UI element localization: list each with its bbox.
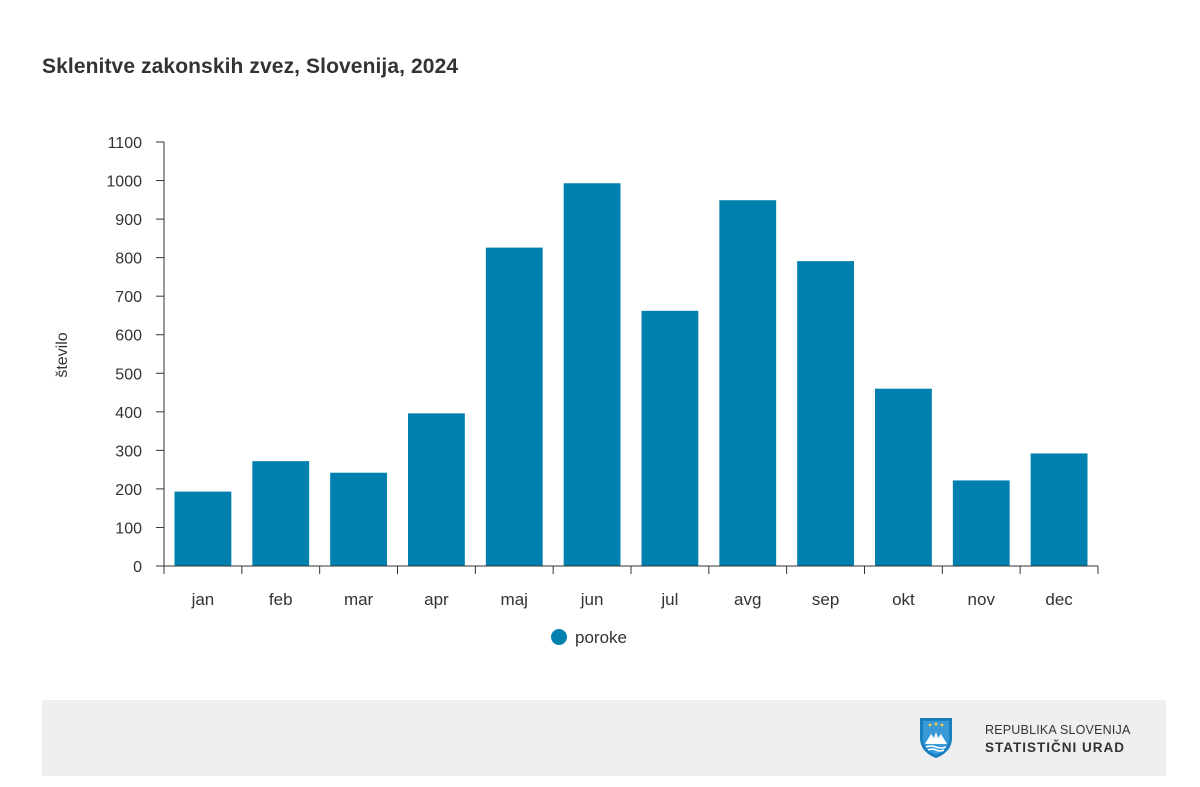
y-tick-label: 800 [115,251,142,268]
x-tick-label: nov [968,590,996,609]
logo-text: REPUBLIKA SLOVENIJA STATISTIČNI URAD [985,722,1131,756]
x-tick-label: jan [191,590,215,609]
logo-line-statisticni-urad: STATISTIČNI URAD [985,740,1125,755]
y-axis-label: število [54,332,71,377]
y-tick-label: 400 [115,405,142,422]
bar-jul[interactable] [641,310,699,566]
x-tick-label: sep [812,590,839,609]
y-tick-label: 700 [115,289,142,306]
bar-okt[interactable] [875,388,932,566]
y-tick-label: 1100 [108,135,143,152]
x-tick-label: dec [1045,590,1073,609]
x-axis-ticks: jan feb mar apr maj jun jul avg sep okt nov dec [163,566,1099,609]
footer-bar: REPUBLIKA SLOVENIJA STATISTIČNI URAD [42,700,1166,776]
x-tick-label: jun [580,590,604,609]
chart-title: Sklenitve zakonskih zvez, Slovenija, 202… [42,55,459,78]
bar-chart: 0 100 200 300 400 500 600 700 800 900 1000 1100 jan… [54,135,1099,647]
y-tick-label: 600 [115,328,142,345]
logo-line-republika: REPUBLIKA SLOVENIJA [985,723,1131,737]
bar-feb[interactable] [252,461,310,566]
y-tick-label: 300 [115,443,142,460]
y-axis-ticks: 0 100 200 300 400 500 600 700 800 900 1000 1100 [106,135,164,576]
bars [174,183,1088,566]
coat-of-arms-shield-icon [920,718,952,758]
legend[interactable]: poroke [551,628,627,647]
x-tick-label: feb [269,590,293,609]
x-tick-label: okt [892,590,915,609]
legend-label-poroke: poroke [575,628,627,647]
y-tick-label: 200 [115,482,142,499]
y-tick-label: 0 [133,559,142,576]
bar-mar[interactable] [330,472,387,566]
bar-jun[interactable] [563,183,621,566]
bar-avg[interactable] [719,200,777,566]
legend-marker [551,629,567,645]
bar-apr[interactable] [408,413,465,566]
bar-jan[interactable] [174,491,232,566]
x-tick-label: jul [660,590,678,609]
y-tick-label: 1000 [106,174,142,191]
bar-nov[interactable] [952,480,1010,566]
bar-maj[interactable] [485,247,543,566]
y-tick-label: 100 [115,520,142,537]
y-tick-label: 500 [115,366,142,383]
bar-dec[interactable] [1030,453,1088,566]
y-tick-label: 900 [115,212,142,229]
x-tick-label: apr [424,590,449,609]
x-tick-label: maj [501,590,528,609]
x-tick-label: mar [344,590,374,609]
bar-sep[interactable] [797,261,854,566]
x-tick-label: avg [734,590,761,609]
